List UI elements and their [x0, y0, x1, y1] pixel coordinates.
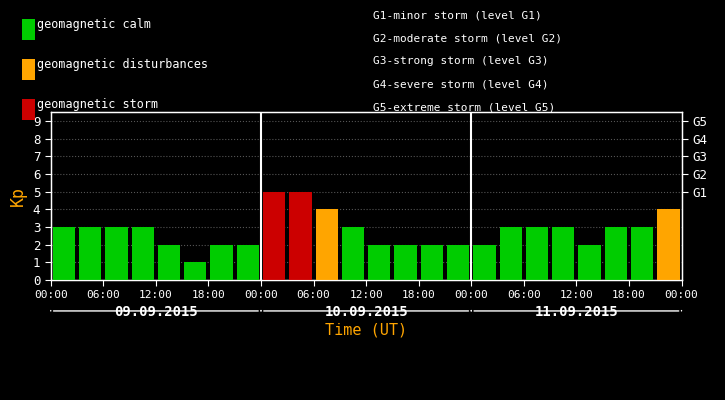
Text: Time (UT): Time (UT): [325, 322, 407, 338]
Bar: [605, 227, 627, 280]
Text: 11.09.2015: 11.09.2015: [534, 305, 618, 319]
Bar: [79, 227, 102, 280]
Bar: [131, 227, 154, 280]
Text: G4-severe storm (level G4): G4-severe storm (level G4): [373, 80, 549, 90]
Text: 09.09.2015: 09.09.2015: [114, 305, 198, 319]
Bar: [447, 245, 469, 280]
Text: geomagnetic calm: geomagnetic calm: [37, 18, 151, 31]
Bar: [579, 245, 601, 280]
Bar: [657, 209, 679, 280]
Bar: [289, 192, 312, 280]
Bar: [368, 245, 391, 280]
Bar: [500, 227, 522, 280]
Bar: [315, 209, 338, 280]
Bar: [394, 245, 417, 280]
Bar: [105, 227, 128, 280]
Bar: [53, 227, 75, 280]
Text: G1-minor storm (level G1): G1-minor storm (level G1): [373, 10, 542, 20]
Text: G2-moderate storm (level G2): G2-moderate storm (level G2): [373, 33, 563, 43]
Bar: [341, 227, 364, 280]
Y-axis label: Kp: Kp: [9, 186, 28, 206]
Text: G5-extreme storm (level G5): G5-extreme storm (level G5): [373, 103, 555, 113]
Bar: [263, 192, 286, 280]
Bar: [631, 227, 653, 280]
Text: G3-strong storm (level G3): G3-strong storm (level G3): [373, 56, 549, 66]
Bar: [552, 227, 574, 280]
Bar: [420, 245, 443, 280]
Bar: [184, 262, 207, 280]
Text: 10.09.2015: 10.09.2015: [324, 305, 408, 319]
Bar: [473, 245, 496, 280]
Bar: [158, 245, 181, 280]
Text: geomagnetic disturbances: geomagnetic disturbances: [37, 58, 208, 71]
Bar: [210, 245, 233, 280]
Bar: [526, 227, 548, 280]
Bar: [236, 245, 259, 280]
Text: geomagnetic storm: geomagnetic storm: [37, 98, 158, 111]
